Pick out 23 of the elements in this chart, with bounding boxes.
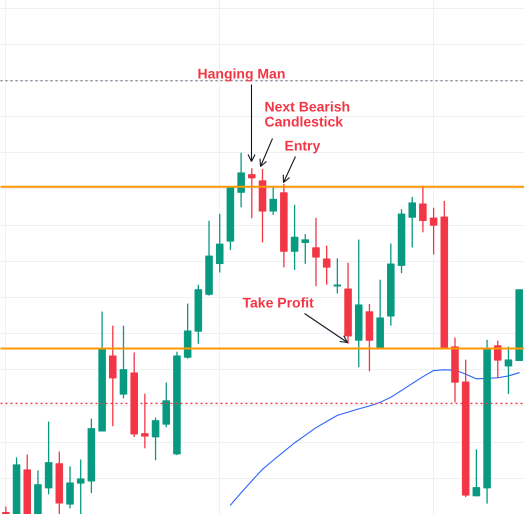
candlestick: [269, 186, 277, 216]
candlestick: [334, 258, 342, 294]
candlestick: [216, 213, 224, 274]
candlestick: [419, 185, 427, 233]
candlestick: [322, 245, 330, 286]
candlestick: [408, 196, 416, 248]
candlestick: [237, 152, 245, 208]
candlestick: [301, 233, 310, 264]
candlestick: [248, 168, 256, 219]
candlestick: [76, 458, 84, 514]
candlestick: [290, 204, 298, 271]
annotation: Take Profit: [242, 294, 314, 310]
candlestick: [152, 416, 160, 461]
candlestick: [430, 207, 438, 256]
text: Hanging Man: [198, 66, 286, 82]
candlestick: [2, 506, 10, 514]
candlestick: [312, 217, 320, 287]
candlestick: [162, 382, 170, 428]
candlestick: [472, 448, 480, 497]
annotation: Entry: [284, 138, 320, 154]
candlestick: [66, 466, 74, 509]
candlestick: [504, 346, 512, 395]
text: Next Bearish Candlestick: [264, 98, 350, 130]
